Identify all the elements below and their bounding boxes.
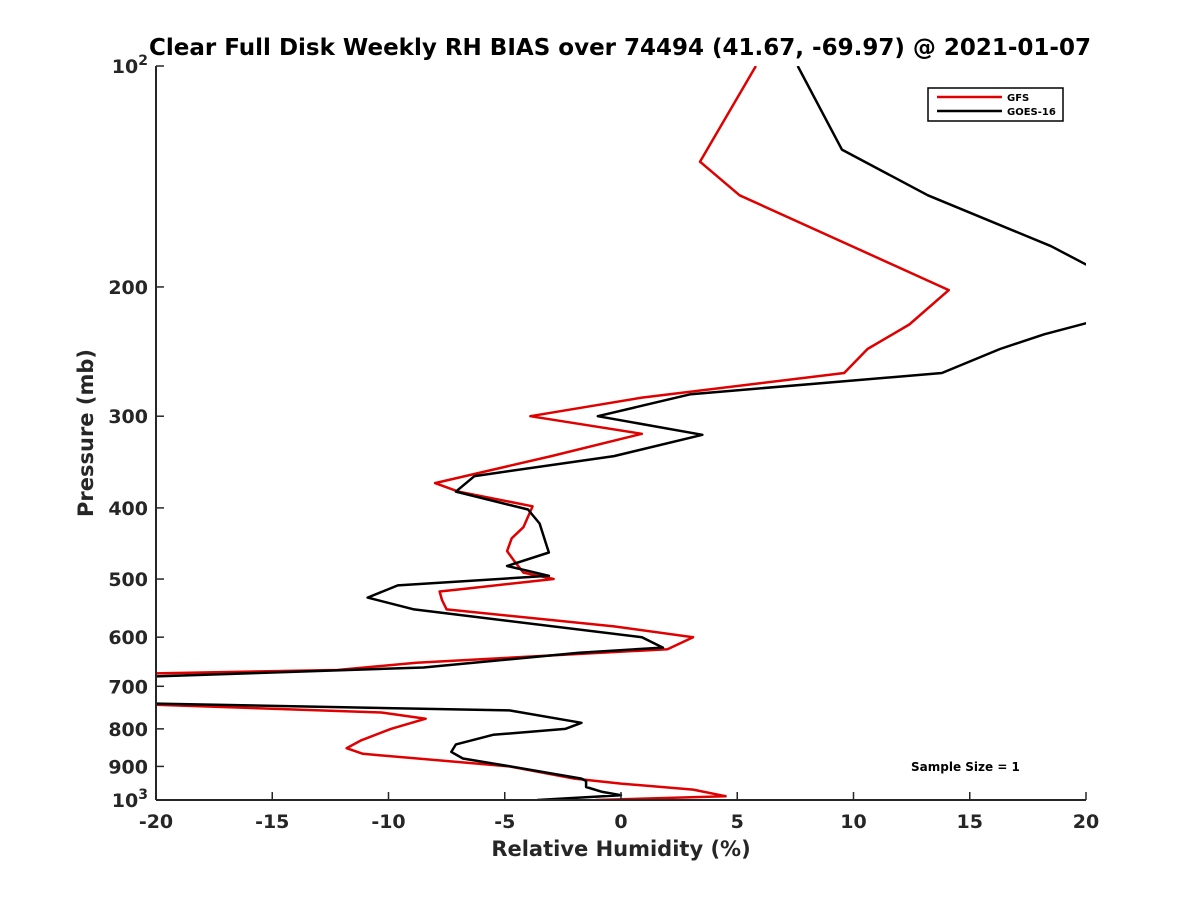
legend-box: [927, 87, 1064, 122]
series-layer: [156, 66, 1086, 800]
legend: GFS GOES-16: [927, 87, 1064, 122]
y-tick-label: 900: [108, 756, 148, 778]
series-line-goes16: [156, 66, 1086, 800]
x-tick-label: 15: [957, 811, 983, 833]
y-tick-label: 200: [108, 277, 148, 299]
y-tick-label: 500: [108, 569, 148, 591]
x-tick-label: -15: [255, 811, 289, 833]
y-ticks: 102 200 300 400 500 600 700 800 900 103: [108, 53, 164, 812]
x-tick-label: 0: [614, 811, 627, 833]
y-tick-label: 102: [112, 53, 148, 78]
y-tick-label: 600: [108, 627, 148, 649]
y-tick-label: 700: [108, 676, 148, 698]
x-tick-label: -20: [139, 811, 173, 833]
y-tick-label: 800: [108, 719, 148, 741]
legend-label-goes16: GOES-16: [1007, 107, 1056, 118]
chart-title: Clear Full Disk Weekly RH BIAS over 7449…: [149, 35, 1091, 61]
y-axis-label: Pressure (mb): [74, 349, 98, 517]
y-tick-label: 400: [108, 498, 148, 520]
legend-label-gfs: GFS: [1007, 93, 1029, 104]
x-tick-label: -5: [494, 811, 515, 833]
y-tick-label: 103: [112, 787, 148, 812]
x-axis-label: Relative Humidity (%): [491, 837, 750, 861]
x-tick-label: 20: [1073, 811, 1099, 833]
x-tick-label: -10: [371, 811, 405, 833]
x-tick-label: 5: [731, 811, 744, 833]
y-tick-label: 300: [108, 406, 148, 428]
series-line-gfs: [156, 66, 951, 800]
sample-size-annotation: Sample Size = 1: [911, 760, 1020, 774]
x-tick-label: 10: [840, 811, 866, 833]
x-ticks: -20 -15 -10 -5 0 5 10 15 20: [139, 792, 1099, 833]
